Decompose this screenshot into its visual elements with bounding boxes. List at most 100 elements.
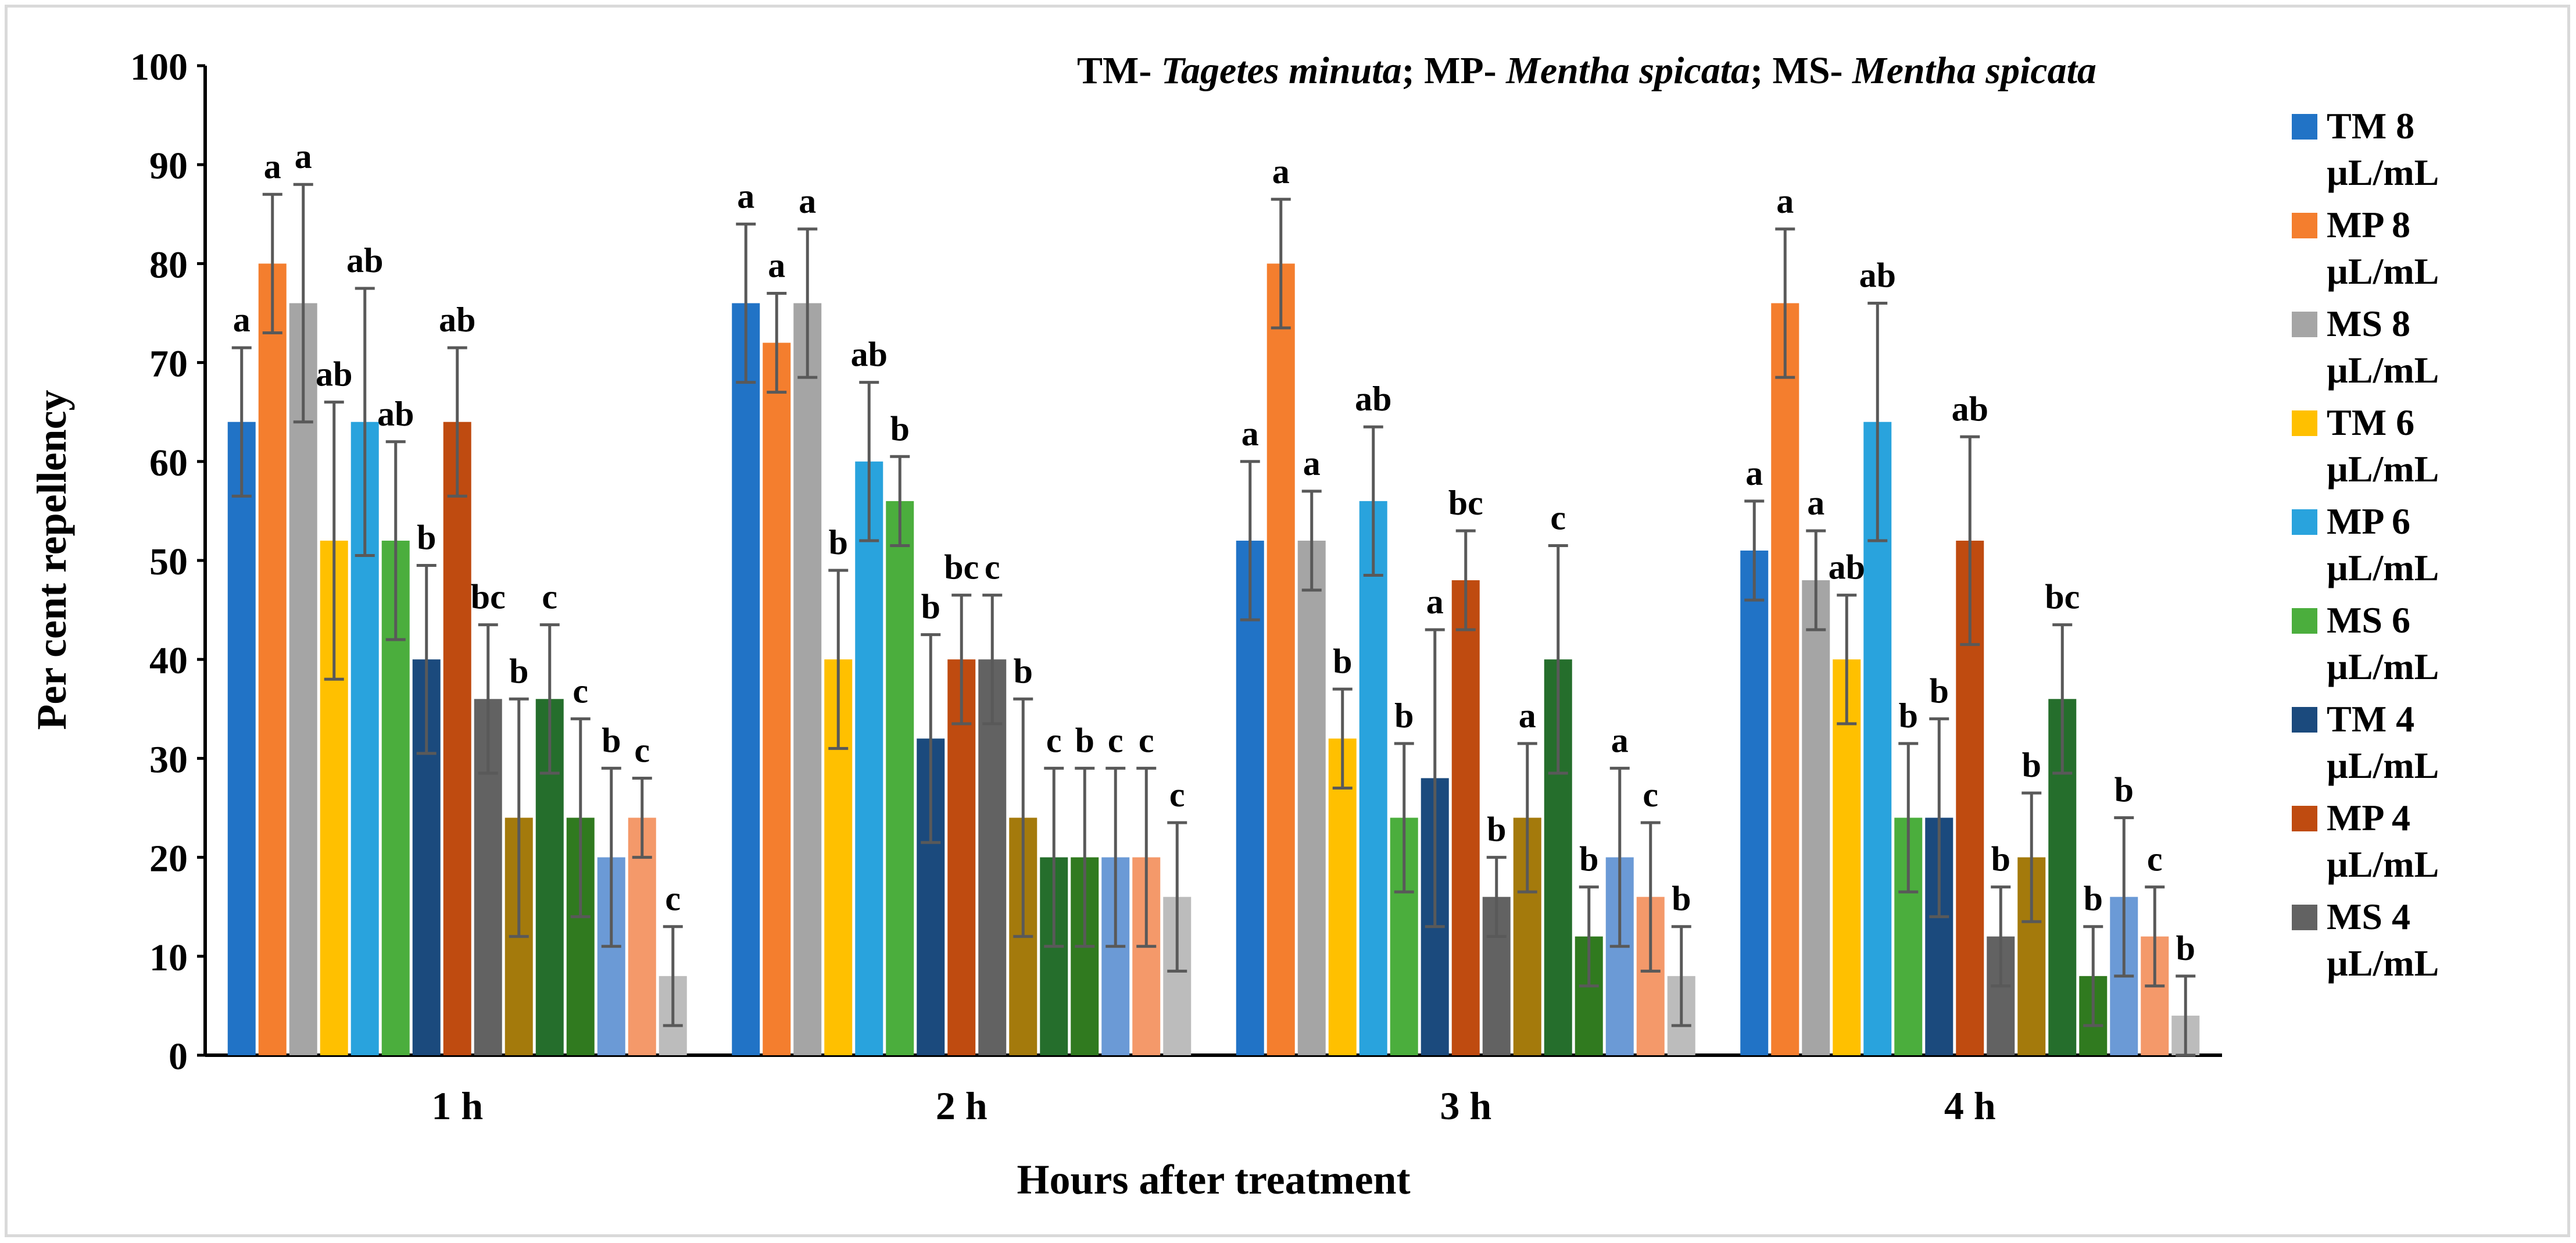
significance-letter: c	[1139, 721, 1154, 759]
y-tick-label: 10	[149, 937, 188, 979]
significance-letter: a	[768, 246, 785, 284]
legend-label: MP 6	[2327, 501, 2410, 542]
legend-swatch	[2292, 806, 2317, 831]
significance-letter: bc	[471, 578, 506, 616]
significance-letter: b	[2176, 929, 2195, 967]
bar	[886, 501, 914, 1055]
significance-letter: a	[1611, 721, 1629, 759]
x-axis-title: Hours after treatment	[1017, 1156, 1410, 1203]
significance-letter: c	[1550, 498, 1566, 537]
bar	[1451, 580, 1480, 1055]
bar	[1266, 263, 1295, 1055]
bar	[947, 659, 976, 1055]
significance-letter: a	[295, 137, 312, 176]
significance-letter: b	[1487, 810, 1506, 849]
significance-letter: c	[1643, 776, 1658, 814]
significance-letter: c	[1046, 721, 1062, 759]
significance-letter: c	[634, 731, 650, 769]
significance-letter: bc	[1448, 484, 1483, 522]
bars-layer	[227, 183, 2200, 1057]
legend-swatch	[2292, 114, 2317, 140]
legend-label: MS 6	[2327, 599, 2410, 641]
significance-letter: ab	[1952, 390, 1988, 428]
legend-label: MP 8	[2327, 204, 2410, 245]
subtitle-part: TM-	[1077, 49, 1161, 92]
legend-unit: µL/mL	[2327, 251, 2439, 292]
legend-unit: µL/mL	[2327, 152, 2439, 193]
legend-swatch	[2292, 905, 2317, 930]
significance-letter: a	[1807, 484, 1824, 522]
y-tick-label: 80	[149, 244, 188, 286]
significance-letter: bc	[944, 548, 979, 587]
legend-label: MS 8	[2327, 303, 2410, 344]
y-tick-label: 70	[149, 343, 188, 385]
significance-letter: c	[573, 671, 588, 710]
y-tick-label: 90	[149, 145, 188, 187]
bar	[732, 303, 760, 1055]
x-tick-label: 1 h	[431, 1084, 483, 1128]
bar	[443, 422, 471, 1055]
legend-swatch	[2292, 312, 2317, 337]
significance-letter: b	[509, 652, 528, 690]
bar	[289, 303, 317, 1055]
legend-swatch	[2292, 213, 2317, 238]
bar	[793, 303, 822, 1055]
significance-letter: b	[1075, 721, 1094, 759]
significance-letter: b	[1394, 696, 1414, 735]
bar	[1802, 580, 1830, 1055]
significance-letter: b	[2084, 880, 2103, 918]
legend-unit: µL/mL	[2327, 942, 2439, 984]
legend-unit: µL/mL	[2327, 349, 2439, 391]
significance-letter: b	[1014, 652, 1033, 690]
legend-unit: µL/mL	[2327, 547, 2439, 588]
bar	[1297, 540, 1326, 1055]
significance-letter: a	[1519, 696, 1536, 735]
x-tick-label: 4 h	[1944, 1084, 1996, 1128]
significance-letter: b	[1991, 840, 2010, 878]
bar	[1236, 540, 1264, 1055]
chart-subtitle: TM- Tagetes minuta; MP- Mentha spicata; …	[1077, 49, 2096, 92]
significance-letter: b	[1579, 840, 1598, 878]
subtitle-part: Mentha spicata	[1852, 49, 2096, 92]
bar	[1740, 550, 1769, 1055]
bar	[1359, 501, 1387, 1055]
y-tick-label: 60	[149, 442, 188, 484]
bar	[763, 342, 791, 1055]
bar	[1328, 738, 1357, 1055]
legend-swatch	[2292, 410, 2317, 436]
subtitle-part: ; MP-	[1402, 49, 1507, 92]
significance-letter: a	[1242, 415, 1259, 453]
y-tick-label: 50	[149, 541, 188, 583]
legend-unit: µL/mL	[2327, 745, 2439, 786]
significance-letter: ab	[377, 395, 414, 433]
significance-letter: b	[890, 409, 910, 448]
significance-letter: a	[1303, 444, 1321, 483]
significance-letter: ab	[1859, 256, 1896, 294]
significance-letter: b	[602, 721, 621, 759]
legend-swatch	[2292, 707, 2317, 733]
significance-letter: ab	[1355, 380, 1391, 418]
bar	[258, 263, 287, 1055]
subtitle-part: Mentha spicata	[1505, 49, 1750, 92]
significance-letter: c	[1108, 721, 1124, 759]
y-tick-label: 40	[149, 640, 188, 682]
significance-letter: b	[2022, 746, 2041, 784]
legend-swatch	[2292, 608, 2317, 634]
significance-letter: b	[1333, 642, 1352, 680]
significance-letter: a	[1426, 583, 1444, 621]
bar	[1771, 303, 1799, 1055]
legend-label: MS 4	[2327, 896, 2410, 937]
significance-letter: ab	[439, 301, 475, 339]
significance-letter: a	[799, 182, 816, 220]
significance-letter: b	[829, 523, 848, 562]
y-tick-label: 30	[149, 738, 188, 781]
chart-frame: 0 10 20 30 40 50 60 70 80 90 100 a a a ab ab ab b ab bc b c c b…	[5, 5, 2570, 1237]
significance-letter: c	[985, 548, 1000, 587]
y-tick-label: 100	[130, 46, 188, 88]
significance-letter: b	[1672, 880, 1691, 918]
legend-unit: µL/mL	[2327, 646, 2439, 687]
legend-label: TM 4	[2327, 698, 2414, 740]
subtitle-part: ; MS-	[1750, 49, 1852, 92]
